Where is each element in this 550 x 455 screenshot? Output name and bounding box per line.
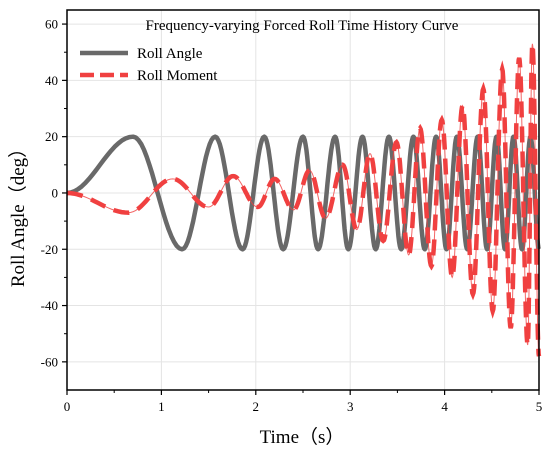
x-tick-label: 4 <box>441 399 448 414</box>
chart-title: Frequency-varying Forced Roll Time Histo… <box>146 18 459 34</box>
x-tick-label: 5 <box>536 399 543 414</box>
y-tick-label: -40 <box>41 298 58 313</box>
x-tick-label: 2 <box>253 399 260 414</box>
x-tick-label: 1 <box>158 399 165 414</box>
legend-label-roll-moment: Roll Moment <box>137 68 218 84</box>
y-tick-label: 20 <box>45 129 58 144</box>
y-tick-label: 0 <box>52 185 59 200</box>
y-tick-label: 60 <box>45 17 58 32</box>
y-tick-label: -60 <box>41 354 58 369</box>
y-tick-label: 40 <box>45 73 58 88</box>
legend: Roll Angle Roll Moment <box>80 46 218 84</box>
x-tick-label: 3 <box>347 399 354 414</box>
series-line-roll-moment <box>66 43 542 357</box>
ticks: 0 1 2 3 4 5 -60 -40 -20 0 20 40 60 <box>41 17 543 414</box>
y-tick-label: -20 <box>41 242 58 257</box>
y-axis-title: Roll Angle（deg） <box>7 139 29 287</box>
legend-label-roll-angle: Roll Angle <box>137 46 203 62</box>
x-axis-title: Time（s） <box>260 426 345 448</box>
series-layer <box>66 43 542 357</box>
x-tick-label: 0 <box>64 399 71 414</box>
